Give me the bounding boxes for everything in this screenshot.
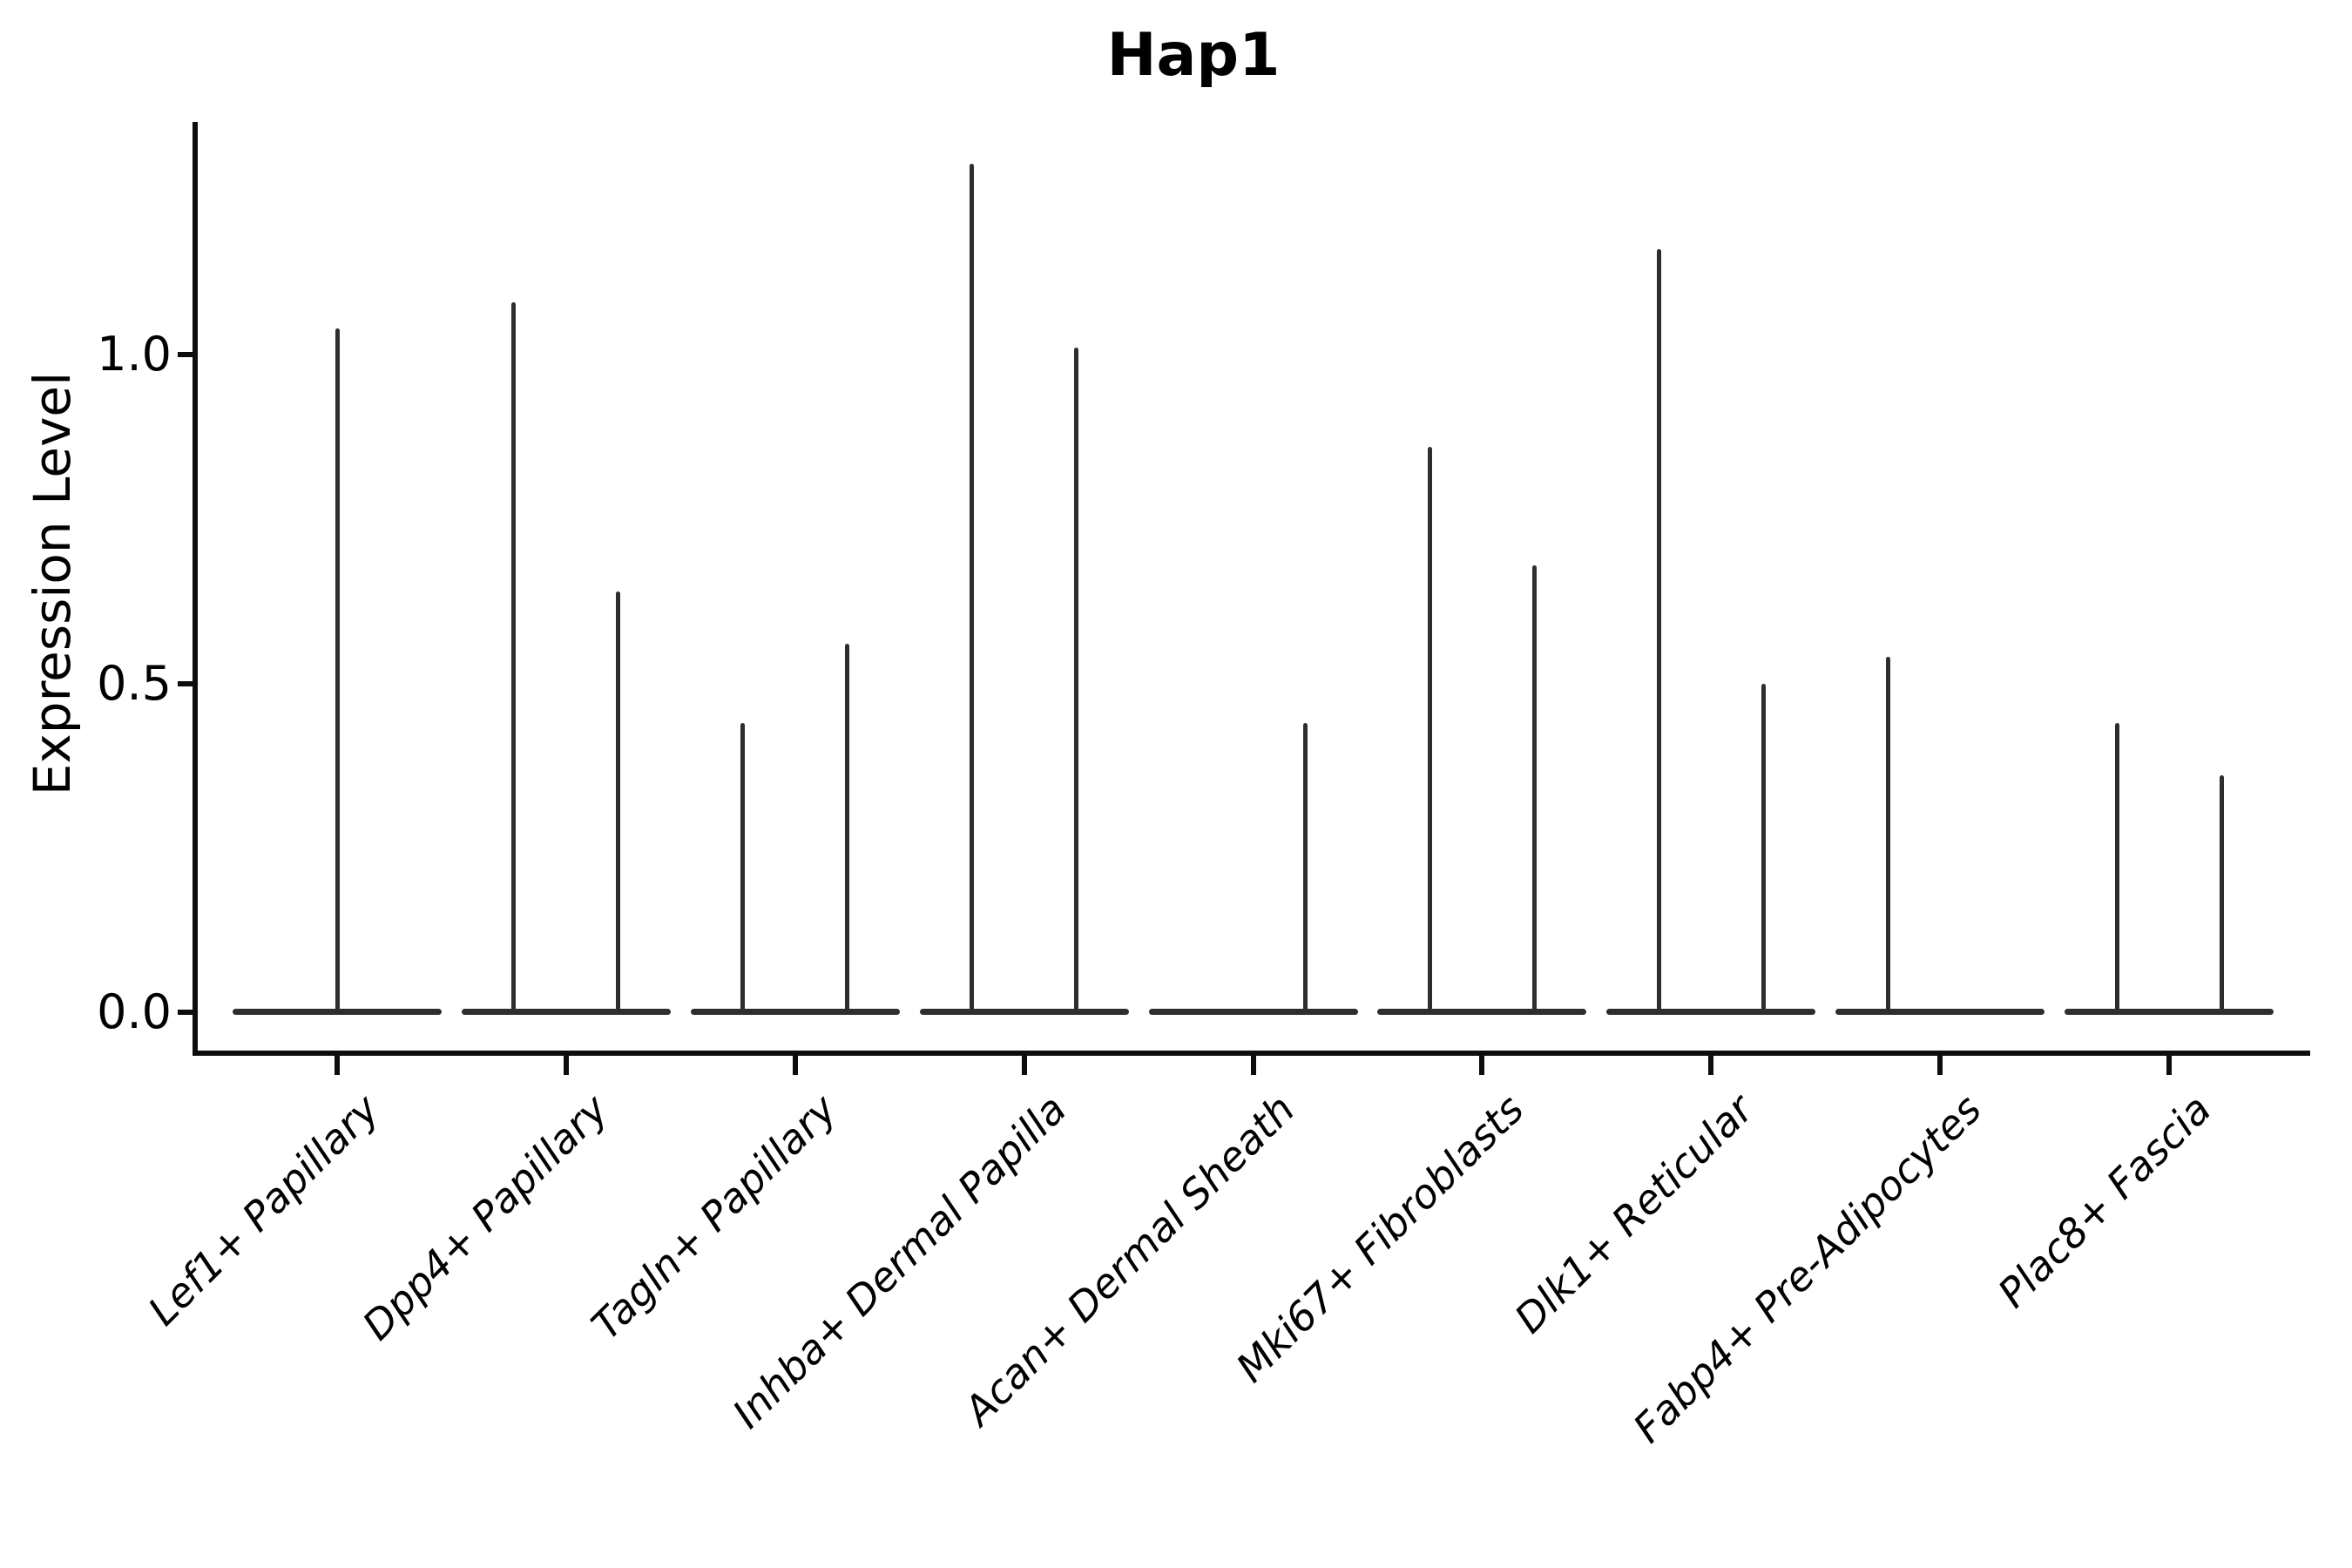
violin-spike xyxy=(740,722,746,1014)
x-tick-label: Dlk1+ Reticular xyxy=(1504,1085,1762,1342)
violin-spike xyxy=(335,328,340,1014)
violin-body xyxy=(1835,1009,2045,1015)
violin-body xyxy=(1606,1009,1816,1015)
violin-body xyxy=(2065,1009,2274,1015)
violin-spike xyxy=(1656,249,1661,1014)
chart-title: Hap1 xyxy=(1106,21,1281,90)
violin-spike xyxy=(1427,446,1432,1014)
y-tick-label: 1.0 xyxy=(97,327,172,382)
violin-spike xyxy=(616,591,621,1014)
y-tick xyxy=(178,680,193,686)
violin-spike xyxy=(511,301,517,1014)
violin-spike xyxy=(2219,775,2224,1014)
x-tick xyxy=(1250,1056,1256,1075)
x-tick xyxy=(1021,1056,1027,1075)
y-axis-spine xyxy=(193,122,198,1056)
x-tick xyxy=(1479,1056,1485,1075)
x-tick-label: Plac8+ Fascia xyxy=(1988,1085,2220,1317)
y-tick-label: 0.0 xyxy=(97,984,172,1039)
x-tick xyxy=(1937,1056,1943,1075)
violin-spike xyxy=(1303,722,1308,1014)
violin-spike xyxy=(2114,722,2119,1014)
violin-body xyxy=(461,1009,671,1015)
x-tick-label: Lef1+ Papillary xyxy=(139,1085,389,1335)
x-tick-label: Dpp4+ Papillary xyxy=(353,1085,618,1349)
violin-spike xyxy=(1761,683,1766,1014)
y-tick-label: 0.5 xyxy=(97,655,172,711)
violin-spike xyxy=(1885,657,1890,1014)
x-tick xyxy=(563,1056,569,1075)
violin-body xyxy=(1148,1009,1358,1015)
x-tick-label: Tagln+ Papillary xyxy=(582,1085,846,1349)
x-tick xyxy=(335,1056,340,1075)
x-tick xyxy=(792,1056,798,1075)
violin-spike xyxy=(1531,564,1537,1014)
violin-spike xyxy=(1074,348,1079,1014)
y-axis-label: Expression Level xyxy=(23,371,82,796)
y-tick xyxy=(178,1010,193,1015)
violin-body xyxy=(919,1009,1129,1015)
y-tick xyxy=(178,352,193,357)
violin-spike xyxy=(845,644,850,1014)
x-axis-spine xyxy=(193,1051,2310,1056)
violin-body xyxy=(690,1009,900,1015)
violin-spike xyxy=(970,164,975,1014)
x-tick xyxy=(1708,1056,1714,1075)
x-tick xyxy=(2166,1056,2172,1075)
violin-body xyxy=(1377,1009,1587,1015)
